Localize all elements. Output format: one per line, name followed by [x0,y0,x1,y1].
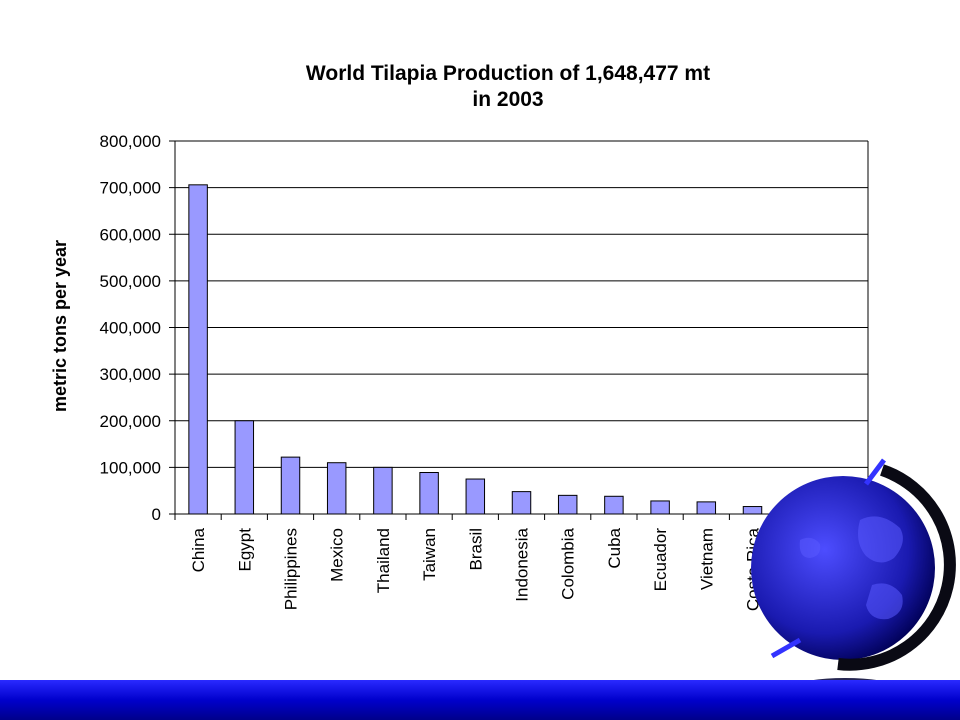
y-tick-label: 300,000 [100,365,161,384]
bar [234,420,255,515]
bar [419,472,439,515]
footer-band [0,680,960,720]
y-axis-label: metric tons per year [50,240,70,412]
globe-ring [837,464,956,671]
bar [696,501,717,515]
bar [326,462,347,515]
y-tick-labels: 0 100,000 200,000 300,000 400,000 500,000 600,… [100,132,161,524]
bar [511,491,532,515]
y-tick-label: 500,000 [100,272,161,291]
gridlines [169,140,868,515]
axes [174,141,869,520]
bar [188,184,208,515]
globe-axis-top [864,458,886,486]
y-tick-label: 800,000 [100,132,161,151]
chart-title: World Tilapia Production of 1,648,477 mt [306,62,710,85]
y-tick-label: 100,000 [100,458,161,477]
bar [280,456,301,515]
bar [373,466,393,515]
x-tick-label: Mexico [328,528,347,582]
y-tick-label: 600,000 [100,225,161,244]
x-tick-label: Ecuador [651,528,670,592]
globe-land [799,516,903,620]
x-tick-label: Taiwan [420,528,439,581]
globe-sphere [751,476,935,660]
bar [742,506,763,515]
y-tick-label: 400,000 [100,319,161,338]
chart-subtitle: in 2003 [472,88,543,111]
x-tick-label: Indonesia [513,527,532,601]
bar [650,500,670,515]
bar [604,495,624,515]
x-tick-label: Brasil [466,528,485,571]
globe-icon [751,458,956,694]
x-tick-label: Colombia [559,527,578,599]
bar [557,494,578,515]
x-tick-label: Thailand [374,528,393,593]
x-tick-label: Egypt [235,528,254,572]
x-tick-label: Cuba [605,527,624,568]
y-tick-label: 700,000 [100,179,161,198]
y-tick-label: 0 [152,505,161,524]
bar [465,478,486,515]
x-tick-label: China [189,527,208,572]
y-tick-label: 200,000 [100,412,161,431]
x-tick-label: Philippines [282,528,301,610]
globe-axis-bottom [770,637,802,659]
x-tick-label: Vietnam [697,528,716,590]
